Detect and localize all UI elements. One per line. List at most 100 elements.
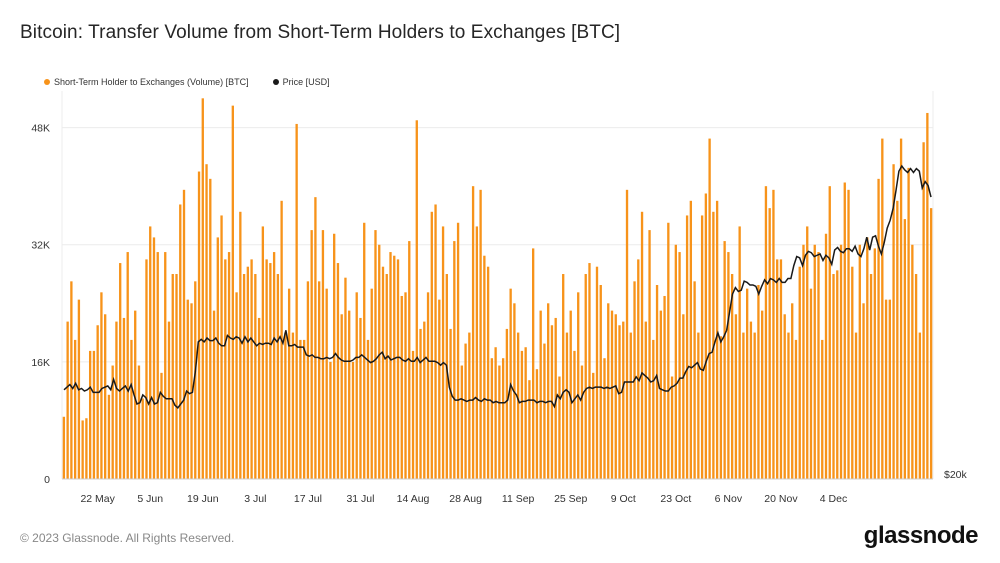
volume-bar[interactable] [854,332,858,479]
volume-bar[interactable] [832,274,835,479]
volume-bar[interactable] [351,361,355,479]
volume-bar[interactable] [212,310,216,479]
volume-bar[interactable] [145,259,148,479]
volume-bar[interactable] [678,252,681,479]
volume-bar[interactable] [464,343,467,479]
volume-bar[interactable] [426,292,430,479]
legend-item-volume[interactable]: Short-Term Holder to Exchanges (Volume) … [44,77,249,87]
glassnode-logo[interactable]: glassnode [863,522,979,549]
volume-bar[interactable] [757,285,760,479]
volume-bar[interactable] [535,369,539,479]
volume-bar[interactable] [689,200,693,479]
volume-bar[interactable] [486,266,490,479]
volume-bar[interactable] [167,321,171,479]
volume-bar[interactable] [768,208,771,479]
volume-bar[interactable] [588,263,591,479]
volume-bar[interactable] [667,222,670,479]
volume-bar[interactable] [299,339,302,479]
volume-bar[interactable] [70,281,73,479]
volume-bar[interactable] [794,339,798,479]
volume-bar[interactable] [644,321,647,479]
volume-bar[interactable] [269,263,272,479]
volume-bar[interactable] [929,208,933,479]
volume-bar[interactable] [922,142,925,479]
volume-bar[interactable] [460,365,463,479]
volume-bar[interactable] [670,376,674,479]
volume-bar[interactable] [149,226,152,479]
volume-bar[interactable] [547,303,550,479]
volume-bar[interactable] [366,339,370,479]
volume-bar[interactable] [907,167,910,479]
volume-bar[interactable] [434,204,437,479]
volume-bar[interactable] [284,332,287,479]
volume-bar[interactable] [295,123,298,479]
volume-bar[interactable] [85,418,88,479]
volume-bar[interactable] [141,398,144,479]
volume-bar[interactable] [884,299,888,479]
volume-bar[interactable] [404,292,407,479]
volume-bar[interactable] [505,328,509,479]
volume-bar[interactable] [614,314,617,479]
volume-bar[interactable] [914,274,918,479]
volume-bar[interactable] [618,325,621,479]
volume-bar[interactable] [802,244,805,479]
volume-bar[interactable] [708,138,711,479]
volume-bar[interactable] [190,303,193,479]
volume-bar[interactable] [700,215,704,479]
volume-bar[interactable] [122,317,126,479]
volume-bar[interactable] [719,336,723,479]
volume-bar[interactable] [119,263,122,479]
volume-bar[interactable] [66,321,69,479]
volume-bar[interactable] [250,259,253,479]
volume-bar[interactable] [92,350,96,479]
volume-bar[interactable] [896,200,899,479]
volume-bar[interactable] [381,266,385,479]
volume-bar[interactable] [340,314,343,479]
volume-bar[interactable] [881,138,884,479]
volume-bar[interactable] [682,314,685,479]
volume-bar[interactable] [272,252,276,479]
volume-bar[interactable] [227,252,231,479]
volume-bar[interactable] [926,112,929,480]
volume-bar[interactable] [329,361,332,479]
volume-bar[interactable] [520,350,524,479]
volume-bar[interactable] [753,332,756,479]
volume-bar[interactable] [471,186,475,480]
volume-bar[interactable] [475,226,479,479]
volume-bar[interactable] [648,230,651,479]
volume-bar[interactable] [73,339,77,479]
volume-bar[interactable] [738,226,741,479]
volume-bar[interactable] [839,244,843,479]
volume-bar[interactable] [723,241,726,479]
volume-bar[interactable] [776,259,779,479]
volume-bar[interactable] [314,197,317,479]
volume-bar[interactable] [242,274,246,479]
volume-bar[interactable] [430,211,433,480]
volume-bar[interactable] [783,314,786,479]
volume-bar[interactable] [637,259,640,479]
volume-bar[interactable] [257,317,261,479]
volume-bar[interactable] [918,332,922,479]
volume-bar[interactable] [659,310,662,479]
volume-bar[interactable] [104,314,107,479]
volume-bar[interactable] [629,332,632,479]
volume-bar[interactable] [393,255,396,479]
volume-bar[interactable] [584,274,587,479]
volume-bar[interactable] [652,339,655,479]
volume-bar[interactable] [164,252,167,479]
volume-bar[interactable] [524,347,527,479]
volume-bar[interactable] [265,259,268,479]
volume-bar[interactable] [911,244,914,479]
legend-item-price[interactable]: Price [USD] [272,77,330,87]
volume-bar[interactable] [791,303,794,479]
volume-bar[interactable] [100,292,103,479]
volume-bar[interactable] [306,281,310,479]
volume-bar[interactable] [862,303,865,479]
volume-bar[interactable] [866,237,869,479]
volume-bar[interactable] [607,303,610,479]
volume-bar[interactable] [88,350,92,479]
volume-bar[interactable] [697,332,700,479]
volume-bar[interactable] [899,138,903,479]
volume-bar[interactable] [156,252,159,479]
volume-bar[interactable] [490,358,494,479]
